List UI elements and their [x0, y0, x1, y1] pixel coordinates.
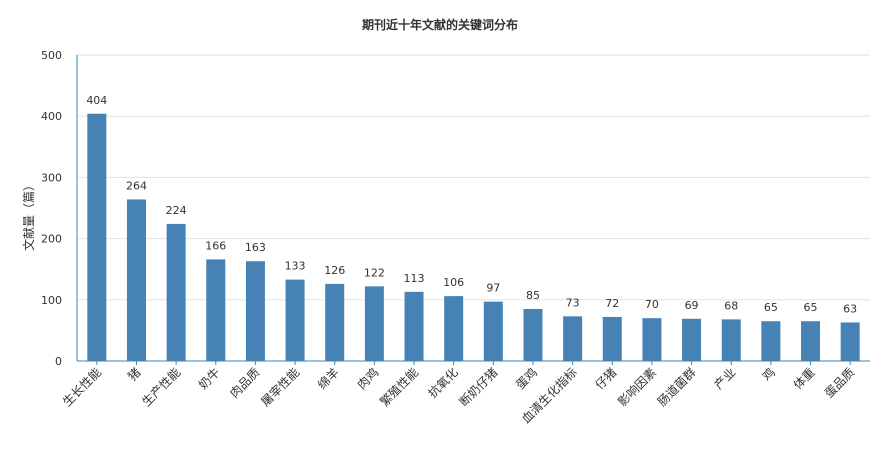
y-tick-label: 300 [41, 171, 62, 184]
bar[interactable] [245, 261, 265, 361]
bar[interactable] [840, 322, 860, 361]
data-label: 68 [724, 299, 738, 312]
y-tick-label: 400 [41, 110, 62, 123]
bar[interactable] [325, 283, 345, 361]
bar[interactable] [721, 319, 741, 361]
grid-lines [77, 54, 870, 301]
data-label: 69 [685, 299, 699, 312]
x-tick-label: 肠道菌群 [655, 365, 699, 409]
bar[interactable] [404, 291, 424, 361]
data-label: 65 [804, 301, 818, 314]
bar[interactable] [682, 318, 702, 361]
x-tick-label: 产业 [711, 365, 738, 392]
y-tick-label: 100 [41, 294, 62, 307]
x-tick-label: 蛋品质 [822, 365, 857, 400]
bars [87, 113, 860, 361]
data-label: 70 [645, 298, 659, 311]
y-tick-label: 500 [41, 49, 62, 62]
bar[interactable] [483, 301, 503, 361]
x-tick-label: 鸡 [759, 365, 778, 384]
x-tick-label: 生产性能 [139, 365, 183, 409]
x-tick-label: 猪 [125, 365, 143, 383]
data-labels: 404 264 224 166 163 133 126 122 113 106 97 85 73 72 70… [86, 94, 857, 316]
bar[interactable] [87, 113, 107, 361]
x-tick-label: 绵羊 [314, 365, 342, 393]
data-label: 97 [486, 282, 500, 295]
x-tick-label: 繁殖性能 [377, 365, 422, 410]
bar[interactable] [602, 316, 622, 361]
bar[interactable] [364, 286, 384, 361]
data-label: 404 [86, 94, 107, 107]
data-label: 166 [205, 239, 226, 252]
x-tick-label: 蛋鸡 [513, 365, 541, 393]
bar[interactable] [761, 321, 781, 361]
bar[interactable] [523, 308, 543, 361]
y-tick-label: 200 [41, 233, 62, 246]
bar[interactable] [126, 199, 146, 361]
x-tick-label: 断奶仔猪 [456, 365, 501, 410]
bar[interactable] [285, 279, 305, 361]
y-tick-label: 0 [55, 355, 62, 368]
bar[interactable] [801, 321, 821, 361]
x-tick-label: 仔猪 [593, 365, 620, 392]
x-tick-label: 抗氧化 [425, 365, 461, 401]
y-tick-labels: 0 100 200 300 400 500 [41, 49, 62, 368]
x-tick-label: 屠宰性能 [258, 365, 303, 410]
y-axis-title: 文献量（篇） [21, 179, 36, 251]
data-label: 224 [166, 204, 187, 217]
x-tick-label: 肉品质 [227, 365, 262, 400]
x-tick-label: 生长性能 [60, 365, 104, 409]
data-label: 63 [843, 302, 857, 315]
data-label: 73 [566, 296, 580, 309]
data-label: 72 [605, 297, 619, 310]
x-tick-label: 肉鸡 [354, 365, 382, 393]
data-label: 85 [526, 289, 540, 302]
data-label: 113 [404, 272, 425, 285]
data-label: 163 [245, 241, 266, 254]
x-tick-label: 体重 [791, 365, 818, 392]
bar[interactable] [563, 316, 583, 361]
data-label: 65 [764, 301, 778, 314]
data-label: 264 [126, 179, 147, 192]
x-tick-label: 奶牛 [195, 365, 223, 393]
axes [76, 55, 870, 365]
bar[interactable] [206, 259, 226, 361]
chart-title: 期刊近十年文献的关键词分布 [361, 18, 518, 32]
bar[interactable] [642, 318, 662, 361]
bar[interactable] [166, 223, 186, 361]
data-label: 122 [364, 266, 385, 279]
bar[interactable] [444, 296, 464, 361]
x-tick-label: 影响因素 [614, 365, 659, 410]
data-label: 133 [285, 260, 306, 273]
data-label: 126 [324, 264, 345, 277]
data-label: 106 [443, 276, 464, 289]
